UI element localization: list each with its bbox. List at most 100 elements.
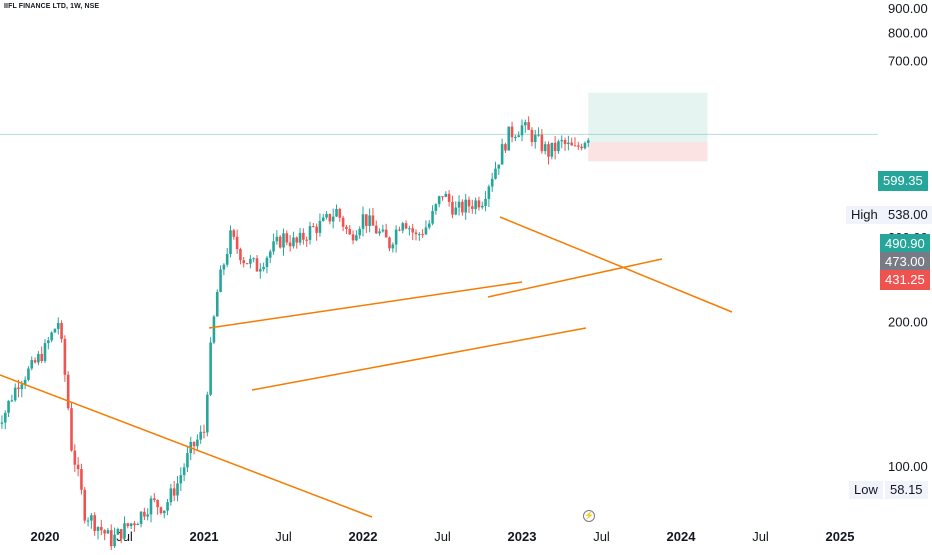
candle-body xyxy=(136,523,140,526)
candle-body xyxy=(275,236,279,242)
candle-body xyxy=(305,239,308,241)
x-tick-label: Jul xyxy=(752,529,769,544)
candle-body xyxy=(242,260,246,264)
candle-body xyxy=(487,186,491,199)
candle-body xyxy=(225,254,229,265)
candle-body xyxy=(490,178,494,187)
candle-body xyxy=(557,141,560,152)
candle-body xyxy=(358,228,361,236)
candle-body xyxy=(172,488,176,496)
flash-icon[interactable]: ⚡ xyxy=(583,510,595,522)
candle-body xyxy=(259,269,262,272)
candle-body xyxy=(537,134,540,136)
candle-body xyxy=(70,408,73,451)
candle-body xyxy=(371,215,375,226)
x-tick-label: 2025 xyxy=(826,529,855,544)
candle-body xyxy=(139,511,143,524)
candle-body xyxy=(106,530,110,534)
candle-body xyxy=(282,233,285,248)
candle-body xyxy=(76,464,80,470)
candle-body xyxy=(182,467,186,476)
candle-body xyxy=(461,201,464,213)
candle-body xyxy=(315,226,318,233)
candle-body xyxy=(325,213,328,218)
candle-body xyxy=(40,353,43,361)
candle-body xyxy=(361,214,365,229)
candle-body xyxy=(335,209,338,217)
candle-body xyxy=(27,368,30,380)
candle-body xyxy=(527,122,530,130)
candle-body xyxy=(533,134,537,143)
candle-body xyxy=(577,145,580,147)
candle-body xyxy=(348,229,352,235)
candle-body xyxy=(563,140,567,145)
candle-body xyxy=(494,168,497,179)
candle-body xyxy=(133,523,136,526)
candle-body xyxy=(570,142,573,146)
target-zone xyxy=(588,92,708,143)
candle-body xyxy=(312,226,315,228)
candle-body xyxy=(517,135,520,137)
candle-body xyxy=(80,469,83,490)
candle-body xyxy=(66,374,70,409)
high-label: High xyxy=(846,206,883,224)
low-label: Low xyxy=(849,481,883,499)
candle-body xyxy=(394,229,398,245)
x-tick-label: Jul xyxy=(593,529,610,544)
candle-body xyxy=(391,244,395,249)
candle-body xyxy=(374,225,378,234)
candle-body xyxy=(451,201,454,215)
candle-body xyxy=(384,229,388,238)
candle-body xyxy=(268,251,272,258)
candle-body xyxy=(381,229,385,232)
candle-body xyxy=(153,498,156,501)
candle-body xyxy=(398,229,401,231)
candle-body xyxy=(477,200,481,208)
candle-body xyxy=(169,488,173,503)
candle-body xyxy=(368,215,371,226)
candle-body xyxy=(427,223,431,228)
trendline xyxy=(499,216,733,313)
candle-body xyxy=(96,526,100,531)
candle-body xyxy=(388,237,391,249)
candle-body xyxy=(464,199,467,213)
x-tick-label: 2023 xyxy=(508,529,537,544)
candle-body xyxy=(20,384,24,390)
candle-body xyxy=(580,146,583,149)
candle-body xyxy=(484,198,487,206)
candle-body xyxy=(159,507,163,514)
candle-body xyxy=(272,241,275,252)
candle-body xyxy=(129,523,133,527)
candle-body xyxy=(401,223,405,231)
candle-body xyxy=(295,237,299,243)
candle-body xyxy=(583,142,587,149)
candle-body xyxy=(355,235,358,241)
candle-body xyxy=(222,264,226,270)
candle-body xyxy=(500,144,504,165)
candle-body xyxy=(285,233,289,243)
y-tick-label: 100.00 xyxy=(888,459,928,474)
candle-body xyxy=(235,236,239,250)
candle-body xyxy=(414,232,418,235)
candle-body xyxy=(530,129,534,143)
stop-price-tag: 431.25 xyxy=(880,270,930,290)
candle-body xyxy=(143,511,146,517)
candle-body xyxy=(162,510,166,514)
candle-body xyxy=(408,228,411,230)
stop-zone xyxy=(588,142,708,162)
candle-body xyxy=(50,332,53,341)
candle-body xyxy=(278,236,282,248)
candle-body xyxy=(43,343,47,361)
candle-body xyxy=(255,258,259,272)
candle-body xyxy=(239,249,242,261)
candle-body xyxy=(437,196,441,205)
candle-body xyxy=(17,387,20,390)
candle-body xyxy=(441,196,444,198)
candle-body xyxy=(10,400,14,402)
candle-body xyxy=(547,144,550,157)
candle-body xyxy=(53,328,57,333)
candle-body xyxy=(37,353,40,363)
target-price-tag: 599.35 xyxy=(878,171,928,191)
